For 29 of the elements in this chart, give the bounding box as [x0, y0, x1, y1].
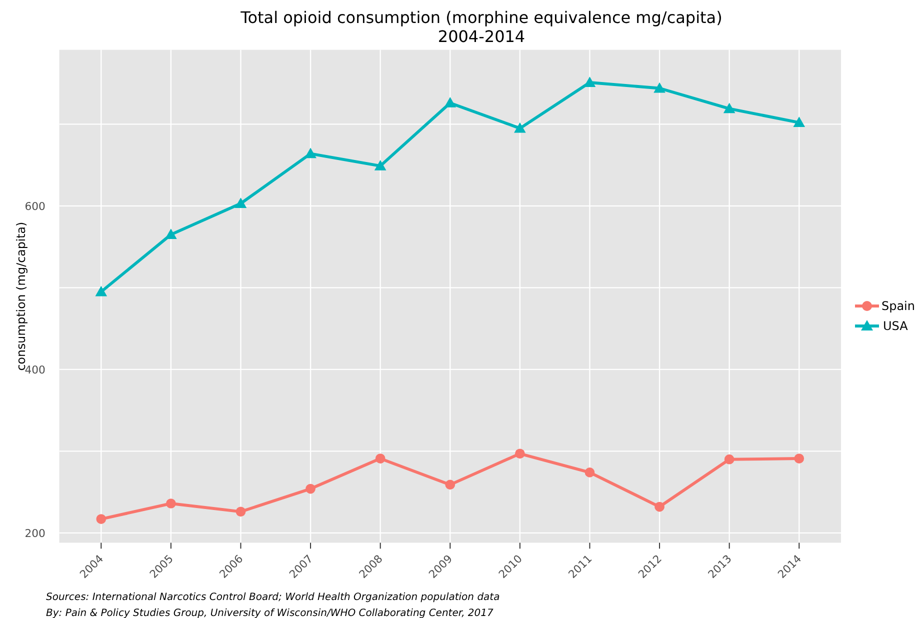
point	[95, 286, 108, 296]
point	[515, 448, 525, 459]
point	[234, 198, 247, 208]
point	[374, 160, 386, 170]
point	[306, 484, 316, 494]
text: By: Pain & Policy Studies Group, University of Wisconsin/WHO Collaborating Center, 2017	[46, 607, 494, 618]
source-note: Sources: International Narcotics Control Board; World Health Organization population data	[46, 591, 501, 605]
point	[165, 228, 177, 240]
y-tick-label: 600	[24, 200, 46, 213]
point	[304, 148, 316, 158]
chart-title: Total opioid consumption (morphine equivalence mg/capita) 2004-2014	[240, 8, 724, 46]
point	[723, 102, 736, 114]
point	[794, 454, 804, 464]
point	[584, 468, 595, 478]
point	[724, 454, 734, 464]
point	[96, 514, 106, 524]
y-tick-label: 400	[24, 363, 46, 376]
legend-label: USA	[883, 319, 908, 333]
point	[654, 82, 666, 93]
point	[514, 122, 526, 133]
point	[236, 506, 246, 517]
y-tick-label: 200	[24, 526, 46, 540]
point	[654, 502, 664, 512]
point	[375, 454, 386, 464]
point	[166, 498, 176, 508]
legend-label: Spain	[881, 299, 915, 313]
point	[445, 480, 456, 490]
point	[444, 97, 456, 108]
point	[793, 116, 806, 128]
